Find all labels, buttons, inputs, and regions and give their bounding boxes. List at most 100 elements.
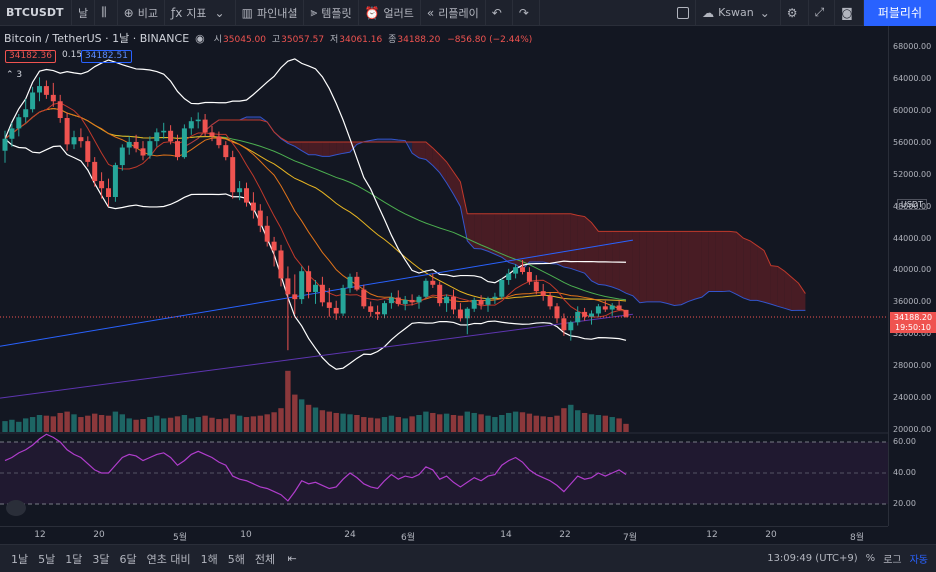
cloud-segment [488, 213, 495, 255]
range-button[interactable]: 1달 [65, 552, 83, 566]
candle-body [285, 278, 291, 295]
range-button[interactable]: 5해 [227, 552, 245, 566]
candle-body [423, 280, 429, 297]
range-buttons: 1날 5날 1달 3달 6달 연초 대비 1해 5해 전체 [0, 551, 280, 567]
volume-bar [312, 407, 319, 432]
indicators-toggle[interactable]: ⌃ 3 [6, 70, 22, 80]
candle-body [499, 279, 505, 297]
volume-bar [409, 416, 415, 432]
volume-bar [568, 404, 574, 432]
alerts-button[interactable]: ⏰ 얼러트 [359, 0, 421, 26]
candle-body [478, 299, 484, 305]
volume-bar [64, 411, 70, 432]
candle-body [23, 109, 29, 118]
cloud-segment [722, 231, 730, 292]
pine-editor-button[interactable]: ▥ 파인내셜 [236, 0, 305, 26]
sell-price-box[interactable]: 34182.36 [5, 50, 56, 63]
volume-bar [250, 416, 257, 432]
cloud-segment [708, 231, 716, 292]
currency-tag[interactable]: USDT [897, 199, 927, 210]
candle-body [319, 284, 325, 303]
redo-button[interactable]: ↷ [513, 0, 540, 26]
templates-label: 템플릿 [321, 6, 352, 20]
cloud-segment [494, 213, 502, 258]
range-button[interactable]: 3달 [92, 552, 110, 566]
fullscreen-button[interactable]: ⤢ [809, 0, 836, 26]
time-axis[interactable]: 12 20 5월 10 24 6월 14 22 7월 12 20 8월 [0, 526, 888, 544]
candle-body [451, 296, 456, 310]
chart-type-button[interactable]: ⫼ [95, 0, 118, 26]
undo-icon: ↶ [491, 5, 502, 20]
close-label: 종 [388, 34, 397, 45]
volume-bar [561, 408, 567, 432]
candle-body [112, 165, 118, 198]
ma200-line [0, 239, 633, 347]
price-axis-label: 28000.00 [893, 361, 932, 371]
indicators-button[interactable]: ƒx 지표 ⌄ [165, 0, 236, 26]
volume-bar [161, 418, 167, 432]
indicators-label: 지표 [186, 6, 207, 20]
percent-toggle[interactable]: % [865, 553, 876, 564]
toolbar-right-group: ☁ Kswan ⌄ ⚙ ⤢ ◙ 퍼블리쉬 [671, 0, 936, 26]
ma30-line [4, 108, 627, 302]
volume-bar [29, 417, 36, 432]
pine-label: 파인내셜 [256, 6, 298, 20]
range-button[interactable]: 6달 [119, 552, 137, 566]
cloud-segment [591, 222, 599, 285]
candle-body [471, 299, 477, 309]
volume-bar [188, 418, 194, 432]
candle-body [513, 267, 519, 274]
volume-bar [181, 415, 188, 432]
templates-button[interactable]: ⫸ 템플릿 [304, 0, 359, 26]
volume-bar [271, 412, 277, 432]
indicator-count: 3 [16, 70, 23, 80]
price-chart[interactable] [0, 26, 888, 526]
candle-body [457, 309, 463, 319]
cloud-segment [501, 213, 509, 263]
clock[interactable]: 13:09:49 (UTC+9) [767, 553, 858, 564]
replay-button[interactable]: «리플레이 [421, 0, 486, 26]
range-button[interactable]: 1해 [200, 552, 218, 566]
undo-button[interactable]: ↶ [486, 0, 513, 26]
eye-icon[interactable]: ◉ [195, 31, 205, 45]
candle-body [168, 130, 174, 142]
compare-button[interactable]: ⊕ 비교 [118, 0, 165, 26]
current-price-value: 34188.20 [893, 313, 933, 322]
settings-button[interactable]: ⚙ [781, 0, 809, 26]
candle-body [140, 148, 146, 156]
cloud-span-b [184, 119, 806, 294]
save-layout-button[interactable]: ☁ Kswan ⌄ [696, 0, 781, 26]
range-button[interactable]: 전체 [254, 552, 276, 566]
range-button[interactable]: 5날 [38, 552, 56, 566]
candle-body [575, 311, 581, 323]
time-axis-label: 7월 [622, 533, 638, 543]
cloud-segment [736, 232, 744, 298]
cloud-segment [626, 231, 633, 296]
cloud-segment [384, 139, 392, 142]
candle-body [464, 308, 470, 319]
volume-bar [2, 421, 8, 432]
range-button[interactable]: 1날 [11, 552, 29, 566]
buy-price-box[interactable]: 34182.51 [81, 50, 132, 63]
auto-toggle[interactable]: 자동 [909, 555, 928, 566]
log-toggle[interactable]: 로그 [883, 555, 902, 566]
symbol-search-button[interactable]: BTCUSDT [0, 0, 72, 26]
interval-button[interactable]: 날 [72, 0, 96, 26]
date-range-icon[interactable]: ⇤ [287, 552, 297, 565]
tradingview-logo [6, 500, 26, 516]
range-button[interactable]: 연초 대비 [146, 552, 191, 566]
cloud-icon: ☁ [702, 5, 715, 20]
open-label: 시 [213, 34, 223, 45]
cloud-segment [612, 231, 620, 290]
candle-body [64, 118, 70, 145]
cloud-segment [515, 213, 523, 270]
layout-select-button[interactable] [671, 0, 697, 26]
spread-value: 0.15 [62, 50, 83, 60]
volume-bar [443, 413, 450, 432]
publish-button[interactable]: 퍼블리쉬 [863, 0, 936, 26]
price-axis[interactable]: 68000.00 64000.00 60000.00 56000.00 52000.00… [888, 26, 936, 526]
candle-body [609, 305, 615, 310]
price-axis-label: 56000.00 [893, 137, 932, 147]
candle-body [533, 281, 539, 292]
snapshot-button[interactable]: ◙ [835, 0, 864, 26]
